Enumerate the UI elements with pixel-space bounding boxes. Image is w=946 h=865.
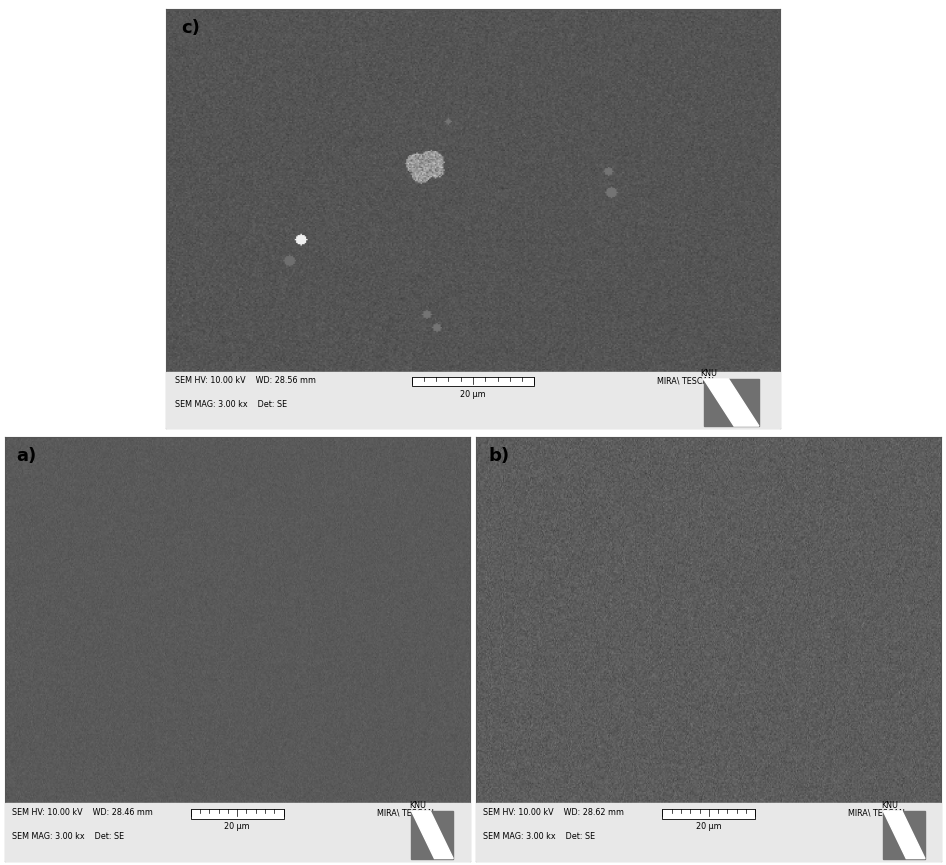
Bar — [662, 809, 755, 818]
Polygon shape — [884, 811, 925, 859]
Text: 20 μm: 20 μm — [696, 822, 722, 831]
Text: 20 μm: 20 μm — [460, 390, 486, 399]
Polygon shape — [412, 811, 453, 859]
Text: 20 μm: 20 μm — [224, 822, 250, 831]
Text: SEM MAG: 3.00 kx    Det: SE: SEM MAG: 3.00 kx Det: SE — [175, 400, 287, 409]
Text: KNU: KNU — [881, 801, 898, 810]
Text: MIRA\ TESCAN: MIRA\ TESCAN — [377, 808, 433, 817]
Text: SEM MAG: 3.00 kx    Det: SE: SEM MAG: 3.00 kx Det: SE — [483, 832, 596, 841]
Text: KNU: KNU — [700, 368, 717, 378]
Bar — [191, 809, 284, 818]
Bar — [477, 804, 941, 861]
Text: SEM HV: 10.00 kV    WD: 28.62 mm: SEM HV: 10.00 kV WD: 28.62 mm — [483, 808, 624, 817]
Bar — [704, 379, 759, 426]
Bar — [412, 811, 453, 859]
Text: MIRA\ TESCAN: MIRA\ TESCAN — [849, 808, 905, 817]
Text: MIRA\ TESCAN: MIRA\ TESCAN — [657, 376, 714, 385]
Polygon shape — [704, 379, 759, 426]
Text: SEM HV: 10.00 kV    WD: 28.56 mm: SEM HV: 10.00 kV WD: 28.56 mm — [175, 376, 316, 385]
Text: SEM HV: 10.00 kV    WD: 28.46 mm: SEM HV: 10.00 kV WD: 28.46 mm — [11, 808, 152, 817]
Text: b): b) — [488, 447, 509, 465]
Bar — [884, 811, 925, 859]
Bar — [166, 372, 780, 428]
Text: c): c) — [181, 19, 200, 37]
Bar — [5, 804, 469, 861]
Text: a): a) — [16, 447, 37, 465]
Text: KNU: KNU — [409, 801, 426, 810]
Bar — [412, 377, 534, 387]
Text: SEM MAG: 3.00 kx    Det: SE: SEM MAG: 3.00 kx Det: SE — [11, 832, 124, 841]
